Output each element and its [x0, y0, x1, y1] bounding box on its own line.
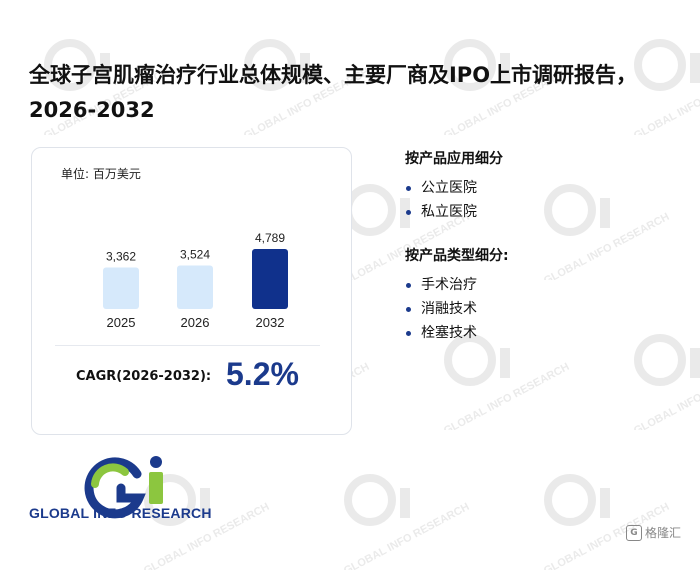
brand-icon: G — [626, 524, 642, 541]
bullet-icon — [406, 331, 411, 336]
card-divider — [55, 345, 320, 346]
list-item-label: 手术治疗 — [421, 277, 477, 293]
x-tick-label: 2026 — [181, 315, 210, 330]
corner-watermark: G 格隆汇 — [626, 524, 681, 541]
segment-heading-application: 按产品应用细分 — [405, 151, 503, 167]
bar-2026 — [177, 265, 213, 309]
data-label: 3,362 — [106, 250, 136, 264]
x-tick-label: 2032 — [256, 315, 285, 330]
bullet-icon — [406, 283, 411, 288]
list-item: 公立医院 — [405, 176, 477, 200]
bullet-icon — [406, 186, 411, 191]
company-logo — [84, 456, 163, 519]
list-item-label: 公立医院 — [421, 180, 477, 196]
segment-heading-type: 按产品类型细分: — [405, 248, 509, 264]
list-item: 手术治疗 — [405, 273, 477, 297]
list-item-label: 私立医院 — [421, 204, 477, 220]
cagr-label: CAGR(2026-2032): — [76, 369, 212, 384]
list-item: 消融技术 — [405, 297, 477, 321]
segment-list-application: 公立医院 私立医院 — [405, 176, 477, 224]
page-title: 全球子宫肌瘤治疗行业总体规模、主要厂商及IPO上市调研报告，2026-2032 — [29, 63, 638, 122]
x-tick-label: 2025 — [107, 315, 136, 330]
cagr-value: 5.2% — [226, 356, 299, 392]
bullet-icon — [406, 307, 411, 312]
corner-watermark-text: 格隆汇 — [645, 526, 682, 540]
list-item: 栓塞技术 — [405, 321, 477, 345]
list-item: 私立医院 — [405, 200, 477, 224]
segment-list-type: 手术治疗 消融技术 栓塞技术 — [405, 273, 477, 345]
data-label: 4,789 — [255, 231, 285, 245]
list-item-label: 消融技术 — [421, 301, 477, 317]
unit-label: 单位: 百万美元 — [61, 167, 141, 181]
list-item-label: 栓塞技术 — [421, 325, 477, 341]
bar-chart: 3,362 2025 3,524 2026 4,789 2032 — [103, 231, 288, 330]
bullet-icon — [406, 210, 411, 215]
bar-2032 — [252, 249, 288, 309]
bar-2025 — [103, 267, 139, 309]
logo-text: GLOBAL INFO RESEARCH — [29, 505, 212, 521]
data-label: 3,524 — [180, 248, 210, 262]
